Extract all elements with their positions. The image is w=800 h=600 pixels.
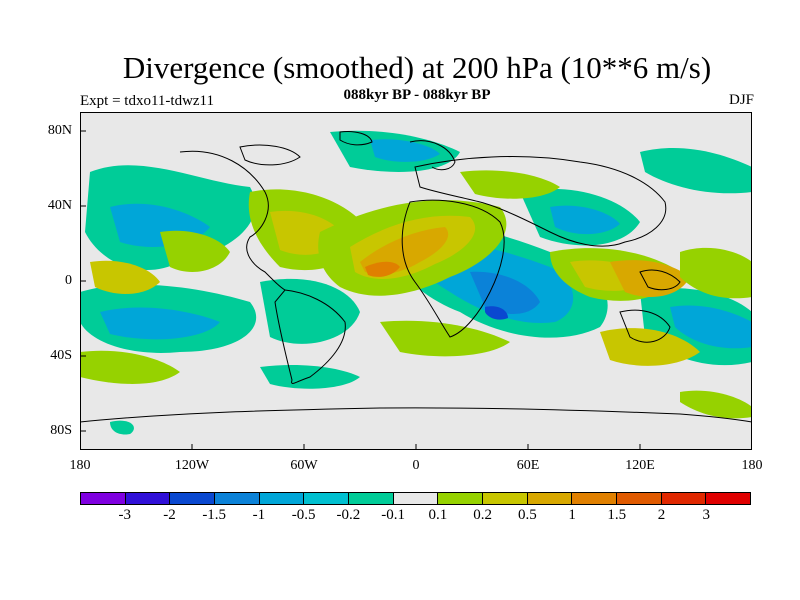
field-positive [600, 328, 700, 366]
field-negative [485, 306, 508, 320]
colorbar-box [706, 493, 751, 504]
colorbar-label: 3 [702, 507, 711, 523]
colorbar-label: 0.2 [473, 507, 492, 523]
colorbar [80, 492, 751, 505]
x-tick-label: 120W [174, 458, 210, 473]
field-negative [370, 139, 440, 162]
colorbar-label: -2 [163, 507, 176, 523]
x-tick-label: 60W [290, 458, 318, 473]
field-negative [260, 278, 360, 344]
page-title: Divergence (smoothed) at 200 hPa (10**6 … [122, 50, 712, 85]
field-positive [680, 247, 752, 299]
x-tick-label: 120E [625, 458, 655, 473]
colorbar-box [661, 493, 707, 504]
colorbar-box [572, 493, 618, 504]
experiment-label: Expt = tdxo11-tdwz11 [80, 93, 214, 109]
field-positive [80, 350, 180, 384]
colorbar-label: 1 [568, 507, 576, 523]
colorbar-box [617, 493, 662, 504]
colorbar-box [125, 493, 171, 504]
field-positive [160, 230, 230, 272]
colorbar-label: -0.1 [381, 507, 405, 523]
colorbar-box [170, 493, 216, 504]
colorbar-label: 0.5 [517, 507, 537, 523]
y-tick-label: 0 [65, 273, 72, 288]
colorbar-box [483, 493, 528, 504]
x-tick-label: 180 [69, 458, 91, 473]
divergence-map [80, 112, 752, 450]
colorbar-label: -3 [118, 507, 131, 523]
field-negative [100, 307, 220, 340]
y-tick-label: 40N [47, 198, 72, 213]
colorbar-label: -1.5 [202, 507, 227, 523]
colorbar-box [215, 493, 260, 504]
field-positive [380, 320, 510, 357]
field-positive [365, 261, 400, 277]
x-tick-label: 0 [412, 458, 420, 473]
colorbar-label: -0.5 [291, 507, 316, 523]
coastlines [80, 131, 752, 423]
colorbar-box [81, 493, 126, 504]
colorbar-box [438, 493, 484, 504]
subtitle: 088kyr BP - 088kyr BP [343, 87, 491, 103]
field-positive [460, 170, 560, 199]
colorbar-label: 2 [657, 507, 666, 523]
colorbar-box [304, 493, 350, 504]
colorbar-label: 0.1 [428, 507, 448, 523]
colorbar-box [393, 493, 439, 504]
season-label: DJF [728, 92, 754, 108]
field-negative [640, 147, 752, 194]
field-positive [680, 390, 752, 419]
field-negative [670, 305, 752, 349]
field-positive [610, 260, 690, 297]
colorbar-box [527, 493, 573, 504]
y-tick-label: 80N [47, 123, 72, 138]
field-negative [550, 205, 620, 235]
colorbar-label: -0.2 [336, 507, 361, 523]
field-positive [90, 260, 160, 294]
colorbar-box [259, 493, 305, 504]
field-negative [110, 420, 134, 435]
y-tick-label: 80S [50, 423, 72, 438]
x-tick-label: 180 [741, 458, 763, 473]
field-negative [470, 271, 540, 314]
axis-ticks [80, 130, 641, 450]
x-tick-label: 60E [516, 458, 540, 473]
colorbar-label: -1 [252, 507, 266, 523]
colorbar-label: 1.5 [607, 507, 627, 523]
y-tick-label: 40S [50, 348, 72, 363]
colorbar-box [349, 493, 394, 504]
